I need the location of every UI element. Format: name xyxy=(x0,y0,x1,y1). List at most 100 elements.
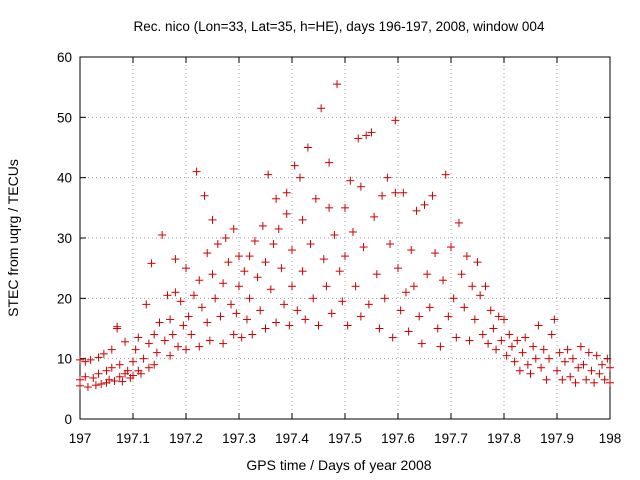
data-point xyxy=(81,357,90,366)
data-point xyxy=(182,264,190,273)
data-point xyxy=(208,215,217,224)
data-point xyxy=(298,267,307,276)
data-point xyxy=(102,366,111,375)
data-point xyxy=(600,375,609,384)
data-point xyxy=(507,342,516,351)
data-point xyxy=(481,282,490,291)
data-point xyxy=(558,375,567,384)
data-point xyxy=(192,167,201,176)
data-point xyxy=(205,336,214,345)
data-point xyxy=(489,324,498,333)
data-point xyxy=(282,209,291,218)
data-point xyxy=(203,249,212,258)
data-point xyxy=(293,306,302,315)
x-axis-label: GPS time / Days of year 2008 xyxy=(246,457,431,473)
data-point xyxy=(417,339,426,348)
data-point xyxy=(272,318,281,327)
data-point xyxy=(449,294,458,303)
data-point xyxy=(441,170,450,179)
data-point xyxy=(333,80,342,89)
data-point xyxy=(306,240,315,249)
data-point xyxy=(142,300,151,309)
data-point xyxy=(592,351,601,360)
data-point xyxy=(261,324,270,333)
data-point xyxy=(160,336,169,345)
data-point xyxy=(423,270,432,279)
data-point xyxy=(158,230,167,239)
data-point xyxy=(311,194,320,203)
data-point xyxy=(412,206,421,215)
data-point xyxy=(462,252,471,261)
x-ticks: 197 197.1 197.2 197.3 197.4 197.5 197.6 197.7 19… xyxy=(69,57,621,446)
data-point xyxy=(515,366,524,375)
x-tick-label: 197.9 xyxy=(540,431,574,446)
data-point xyxy=(523,360,532,369)
data-point xyxy=(319,255,328,264)
data-point xyxy=(563,345,572,354)
data-point xyxy=(560,357,569,366)
chart-title: Rec. nico (Lon=33, Lat=35, h=HE), days 1… xyxy=(134,19,545,34)
data-point xyxy=(166,315,175,324)
data-point xyxy=(208,270,217,279)
data-point xyxy=(486,306,495,315)
data-point xyxy=(136,369,145,378)
data-point xyxy=(182,345,190,354)
data-point xyxy=(83,383,92,392)
data-point xyxy=(571,378,580,387)
data-point xyxy=(242,315,251,324)
data-point xyxy=(566,372,575,381)
data-point xyxy=(105,375,114,384)
data-point xyxy=(415,312,424,321)
data-point xyxy=(465,336,474,345)
data-point xyxy=(553,366,561,375)
data-point xyxy=(341,252,349,261)
y-tick-label: 60 xyxy=(57,50,72,65)
data-point xyxy=(229,330,238,339)
data-point xyxy=(237,333,246,342)
data-point xyxy=(396,306,405,315)
y-tick-label: 30 xyxy=(57,231,72,246)
data-point xyxy=(473,258,482,267)
y-axis-label: STEC from uqrg / TECUs xyxy=(5,159,21,317)
data-point xyxy=(129,357,137,366)
data-point xyxy=(107,345,116,354)
data-point xyxy=(258,221,267,230)
data-point xyxy=(497,336,506,345)
x-tick-label: 197.7 xyxy=(434,431,468,446)
grid xyxy=(80,57,610,419)
data-point xyxy=(166,351,175,360)
data-point xyxy=(121,337,130,346)
data-point xyxy=(152,348,161,357)
data-point xyxy=(118,377,127,386)
data-point xyxy=(433,324,442,333)
data-point xyxy=(351,282,360,291)
data-point xyxy=(280,300,289,309)
data-point xyxy=(335,267,344,276)
x-tick-label: 197.4 xyxy=(275,431,309,446)
data-point xyxy=(110,376,119,385)
data-point xyxy=(227,300,236,309)
data-point xyxy=(288,246,296,255)
data-point xyxy=(195,276,204,285)
data-point xyxy=(584,348,593,357)
data-point xyxy=(439,276,448,285)
data-point xyxy=(213,240,222,249)
data-point xyxy=(277,264,286,273)
y-tick-label: 50 xyxy=(57,110,72,125)
data-point xyxy=(407,246,416,255)
data-point xyxy=(436,342,445,351)
data-point xyxy=(163,291,172,300)
data-point xyxy=(232,309,241,318)
data-point xyxy=(510,357,519,366)
data-point xyxy=(195,342,204,351)
data-point xyxy=(203,318,212,327)
y-tick-label: 40 xyxy=(57,171,72,186)
data-point xyxy=(144,363,153,372)
data-point xyxy=(314,321,323,330)
data-point xyxy=(309,294,318,303)
data-point xyxy=(362,131,371,140)
data-point xyxy=(171,288,180,297)
data-point xyxy=(115,372,124,381)
data-point xyxy=(603,354,612,363)
data-point xyxy=(81,372,90,381)
